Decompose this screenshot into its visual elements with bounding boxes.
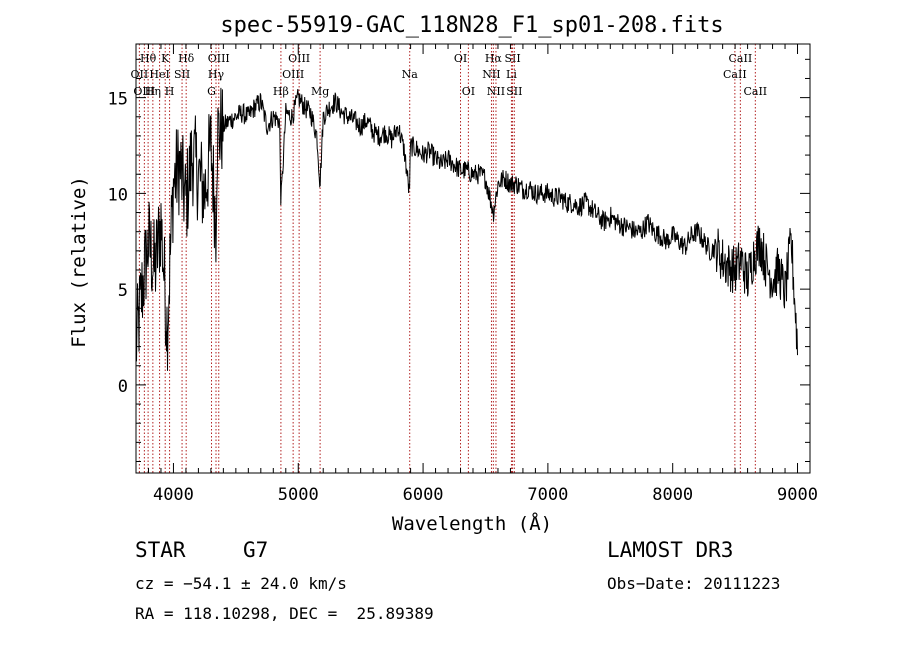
line-label: OIII bbox=[133, 85, 155, 98]
x-tick-label: 4000 bbox=[153, 485, 194, 505]
line-label: Na bbox=[402, 68, 419, 81]
line-label: CaII bbox=[729, 52, 753, 65]
line-label: Mg bbox=[311, 85, 329, 98]
line-label: K bbox=[161, 52, 170, 65]
x-tick-label: 5000 bbox=[278, 485, 319, 505]
line-label: H bbox=[165, 85, 175, 98]
line-label: NII bbox=[487, 85, 505, 98]
line-label: Li bbox=[506, 68, 517, 81]
line-label: Hη bbox=[145, 85, 161, 98]
line-label: Hθ bbox=[140, 52, 157, 65]
x-tick-label: 7000 bbox=[527, 485, 568, 505]
spectrum-chart: spec-55919-GAC_118N28_F1_sp01-208.fits H… bbox=[68, 13, 818, 535]
line-label: OIII bbox=[288, 52, 310, 65]
line-label: NII bbox=[482, 68, 500, 81]
x-tick-label: 6000 bbox=[403, 485, 444, 505]
chart-title: spec-55919-GAC_118N28_F1_sp01-208.fits bbox=[220, 13, 723, 38]
line-label: OI bbox=[454, 52, 467, 65]
line-label: Hα bbox=[485, 52, 503, 65]
y-tick-label: 5 bbox=[118, 281, 128, 301]
line-label: OIII bbox=[208, 52, 230, 65]
y-tick-label: 15 bbox=[108, 90, 128, 110]
line-label: SII bbox=[506, 85, 522, 98]
line-label: G bbox=[207, 85, 216, 98]
spectrum-line bbox=[135, 87, 798, 371]
line-label: HeI bbox=[149, 68, 169, 81]
object-type: STAR bbox=[135, 538, 186, 562]
line-label: Hγ bbox=[208, 68, 225, 81]
x-tick-label: 9000 bbox=[777, 485, 818, 505]
line-label: SII bbox=[174, 68, 190, 81]
y-tick-label: 0 bbox=[118, 377, 128, 397]
line-label: Hβ bbox=[273, 85, 289, 98]
survey-name: LAMOST DR3 bbox=[607, 538, 734, 562]
line-label: Hδ bbox=[178, 52, 195, 65]
observation-date: Obs−Date: 20111223 bbox=[607, 574, 781, 593]
spectrum-series bbox=[135, 87, 798, 371]
line-label: OI bbox=[462, 85, 475, 98]
line-label: OIII bbox=[282, 68, 304, 81]
x-axis-label: Wavelength (Å) bbox=[392, 512, 552, 535]
line-label: OII bbox=[131, 68, 149, 81]
line-label: CaII bbox=[723, 68, 747, 81]
line-label: CaII bbox=[743, 85, 767, 98]
plot-frame bbox=[135, 43, 811, 474]
coordinates: RA = 118.10298, DEC = 25.89389 bbox=[135, 604, 434, 623]
x-tick-label: 8000 bbox=[652, 485, 693, 505]
y-axis-label: Flux (relative) bbox=[68, 176, 90, 348]
axes: 4000 5000 6000 7000 8000 9000 0 5 10 15 bbox=[108, 43, 818, 505]
spectral-subclass: G7 bbox=[243, 538, 269, 562]
y-tick-label: 10 bbox=[108, 185, 128, 205]
emission-line-markers: Hθ OII OIII K HeI Hη Hδ SII H OIII Hγ G OIII OIII Hβ Mg… bbox=[131, 44, 767, 473]
line-label: SII bbox=[504, 52, 520, 65]
redshift-velocity: cz = −54.1 ± 24.0 km/s bbox=[135, 574, 347, 593]
